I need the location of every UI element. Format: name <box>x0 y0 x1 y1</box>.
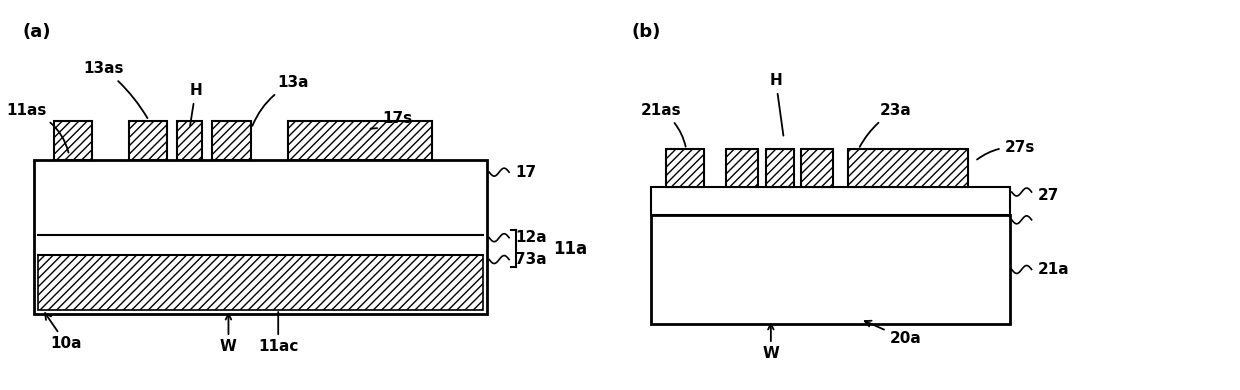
Bar <box>38 235 484 255</box>
Bar <box>666 149 704 187</box>
Text: 11as: 11as <box>6 103 68 152</box>
Text: (a): (a) <box>22 23 51 41</box>
Text: 11a: 11a <box>553 239 587 258</box>
Bar <box>35 160 487 314</box>
Text: W: W <box>763 346 779 362</box>
Text: W: W <box>219 339 237 355</box>
Bar <box>212 121 252 160</box>
Text: 27: 27 <box>1038 188 1059 202</box>
Text: 12a: 12a <box>515 230 547 245</box>
Bar <box>177 121 202 160</box>
Text: 27s: 27s <box>977 140 1035 160</box>
Text: 17: 17 <box>515 165 536 180</box>
Text: 21as: 21as <box>641 103 686 147</box>
Bar <box>288 121 433 160</box>
Text: H: H <box>770 73 784 136</box>
Bar <box>651 215 1009 324</box>
Bar <box>801 149 832 187</box>
Text: 10a: 10a <box>45 313 82 351</box>
Bar <box>727 149 758 187</box>
Text: 17s: 17s <box>371 111 413 129</box>
Text: 11ac: 11ac <box>258 339 299 355</box>
Bar <box>55 121 92 160</box>
Text: 13as: 13as <box>84 61 148 118</box>
Bar <box>129 121 166 160</box>
Text: 20a: 20a <box>864 321 921 346</box>
Text: 23a: 23a <box>859 103 911 147</box>
Text: 73a: 73a <box>515 252 547 267</box>
Bar <box>848 149 968 187</box>
Bar <box>766 149 794 187</box>
Text: 21a: 21a <box>1038 262 1069 277</box>
Bar <box>651 187 1009 215</box>
Text: 13a: 13a <box>253 75 309 126</box>
Text: H: H <box>190 83 202 126</box>
Text: (b): (b) <box>631 23 661 41</box>
Bar <box>38 255 484 310</box>
